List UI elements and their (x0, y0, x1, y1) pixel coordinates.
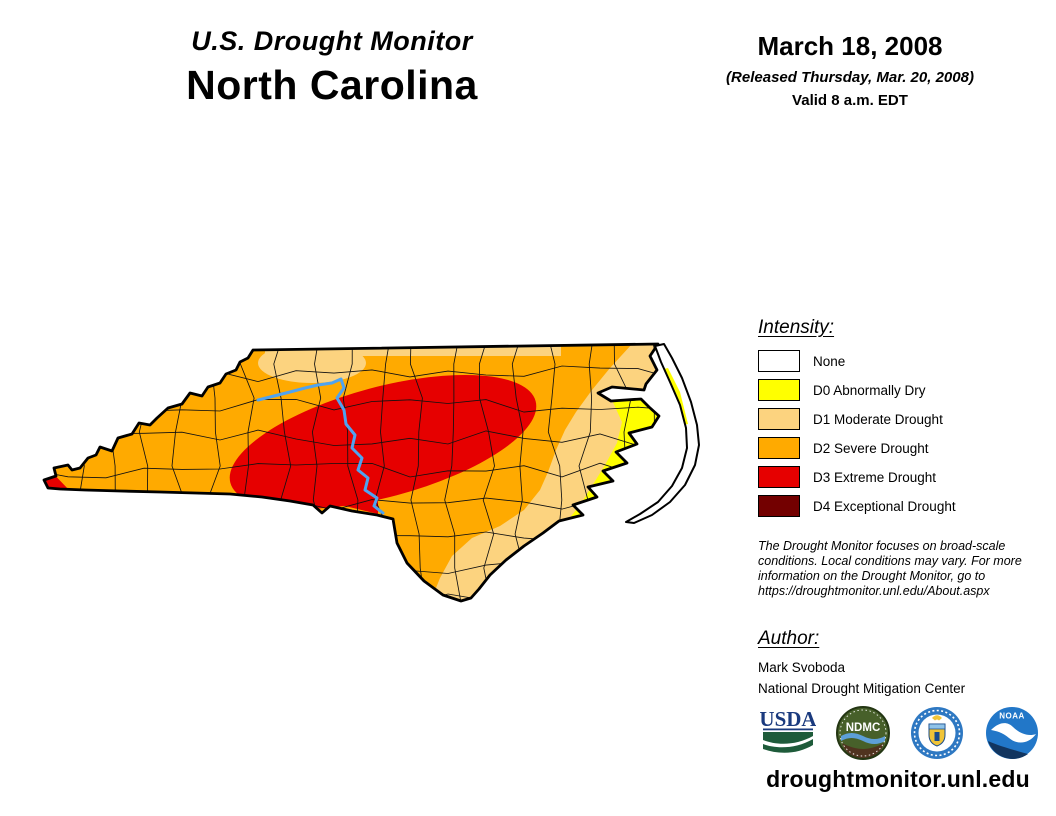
outer-banks-outline (625, 343, 700, 524)
legend-heading: Intensity: (758, 317, 835, 338)
ndmc-ring (835, 706, 890, 760)
legend-label: D1 Moderate Drought (813, 411, 943, 427)
legend-row: None (758, 350, 1038, 372)
nc-drought-map (42, 342, 700, 603)
commerce-shield-chief (928, 723, 946, 730)
commerce-ring-text (914, 709, 961, 757)
report-date-block: March 18, 2008 (Released Thursday, Mar. … (700, 31, 1000, 109)
ndmc-logo: NDMC (835, 706, 890, 760)
legend: Intensity: None D0 Abnormally Dry D1 Mod… (758, 317, 1038, 524)
usda-logo: USDA (760, 707, 816, 753)
legend-label: None (813, 353, 846, 369)
legend-row: D4 Exceptional Drought (758, 495, 1038, 517)
legend-label: D4 Exceptional Drought (813, 498, 956, 514)
usda-underline (763, 728, 813, 731)
ndmc-soil (841, 743, 884, 758)
noaa-sea (987, 741, 1028, 759)
ndmc-circle (836, 707, 889, 759)
legend-label: D0 Abnormally Dry (813, 382, 926, 398)
usda-logo-text: USDA (760, 707, 816, 731)
report-date: March 18, 2008 (757, 31, 943, 61)
footer-url: droughtmonitor.unl.edu (766, 766, 1030, 792)
d3-south-strip (238, 472, 378, 514)
legend-swatch-d0 (758, 379, 800, 401)
legend-label: D2 Severe Drought (813, 440, 929, 456)
disclaimer-line: conditions. Local conditions may vary. F… (758, 554, 1022, 568)
agency-logo-row: USDA NDMC NOAA (760, 705, 1040, 761)
state-title: North Carolina (186, 62, 478, 108)
legend-swatch-none (758, 350, 800, 372)
legend-swatch-d1 (758, 408, 800, 430)
disclaimer-text: The Drought Monitor focuses on broad-sca… (758, 539, 1044, 599)
disclaimer-line: information on the Drought Monitor, go t… (758, 569, 986, 583)
commerce-seal-logo (911, 707, 964, 759)
noaa-gull (990, 723, 1036, 743)
commerce-lighthouse (934, 732, 940, 741)
ndmc-ring-text (839, 709, 887, 757)
author-name: Mark Svoboda (758, 660, 846, 675)
disclaimer-line: The Drought Monitor focuses on broad-sca… (758, 539, 1006, 553)
legend-row: D0 Abnormally Dry (758, 379, 1038, 401)
ndmc-wave (840, 733, 885, 744)
legend-row: D1 Moderate Drought (758, 408, 1038, 430)
ndmc-logo-text: NDMC (845, 722, 880, 734)
release-date: (Released Thursday, Mar. 20, 2008) (726, 69, 974, 86)
usda-field-lower (763, 739, 813, 753)
author-block: Author: Mark Svoboda National Drought Mi… (758, 628, 1044, 696)
drought-monitor-title: U.S. Drought Monitor (191, 26, 473, 56)
usda-field-upper (763, 732, 813, 744)
legend-row: D3 Extreme Drought (758, 466, 1038, 488)
report-title-block: U.S. Drought Monitor North Carolina (132, 26, 532, 109)
noaa-logo: NOAA (985, 707, 1038, 759)
outer-banks (626, 344, 699, 523)
author-org: National Drought Mitigation Center (758, 681, 966, 696)
drought-regions (44, 344, 659, 601)
state-outline (42, 342, 661, 603)
author-heading: Author: (758, 628, 820, 649)
noaa-logo-text: NOAA (999, 712, 1025, 721)
valid-time: Valid 8 a.m. EDT (792, 92, 908, 109)
disclaimer-line: https://droughtmonitor.unl.edu/About.asp… (758, 584, 990, 598)
river-line (256, 377, 385, 515)
legend-row: D2 Severe Drought (758, 437, 1038, 459)
commerce-eagle (932, 715, 943, 721)
legend-swatch-d4 (758, 495, 800, 517)
legend-swatch-d3 (758, 466, 800, 488)
legend-label: D3 Extreme Drought (813, 469, 937, 485)
legend-swatch-d2 (758, 437, 800, 459)
